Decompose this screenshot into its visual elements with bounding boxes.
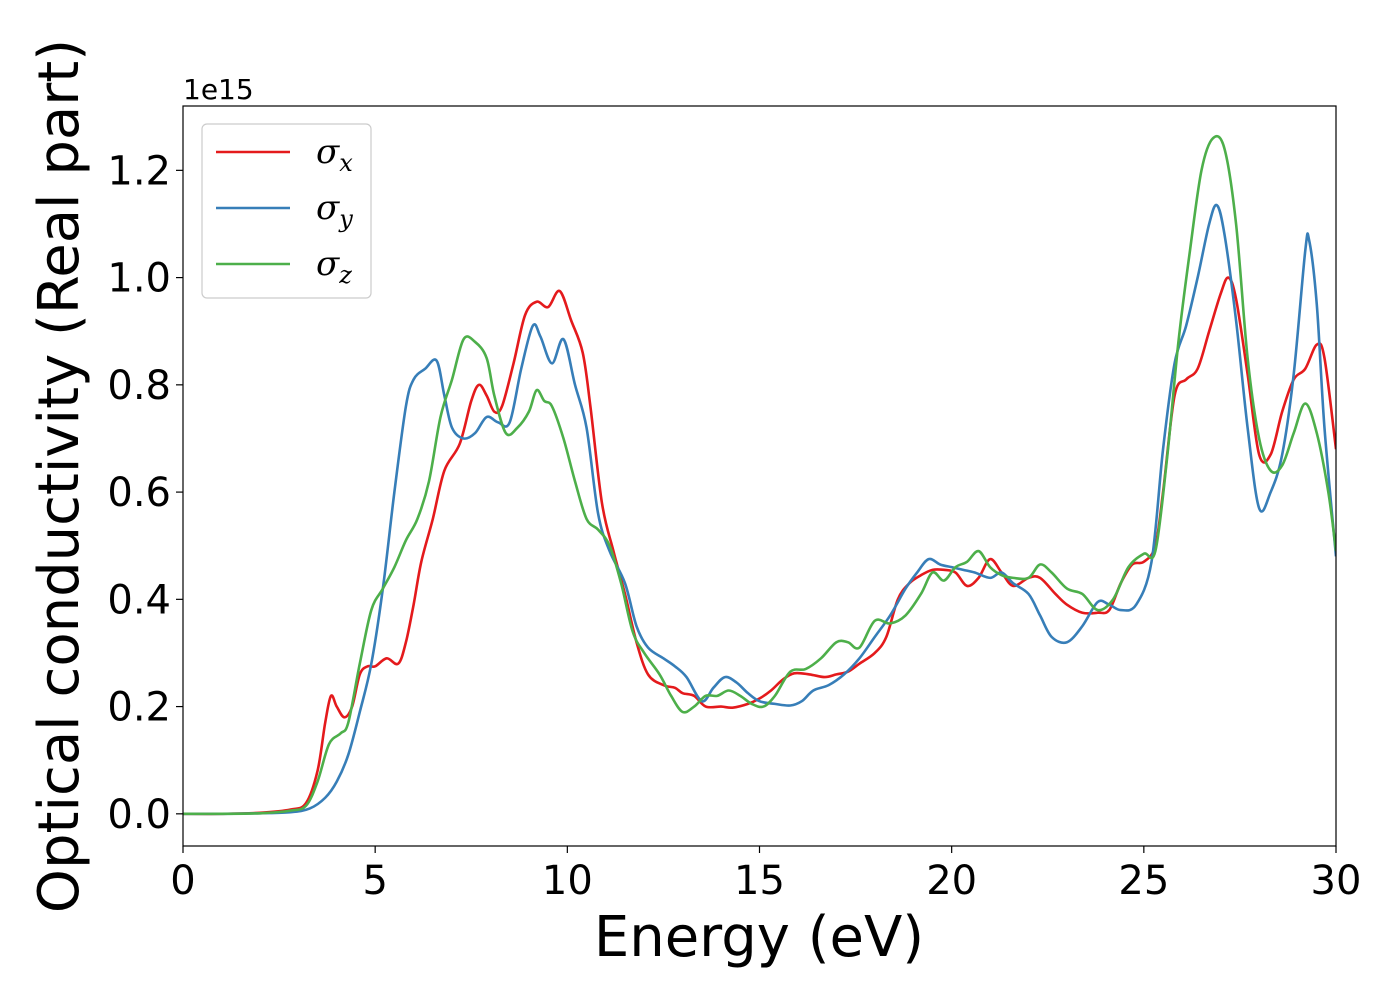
y-tick-label: 0.2 xyxy=(107,685,171,731)
y-offset-label: 1e15 xyxy=(183,73,254,106)
x-axis: 0 5 10 15 20 25 30 xyxy=(170,846,1361,904)
legend-label-z: σz xyxy=(316,244,352,289)
y-tick-label: 0.8 xyxy=(107,363,171,409)
legend-box xyxy=(201,123,372,299)
x-tick-label: 20 xyxy=(926,858,977,904)
legend-label-x: σx xyxy=(316,132,353,177)
series-line-y xyxy=(183,203,1336,816)
y-axis-title: Optical conductivity (Real part) xyxy=(27,39,92,913)
y-axis: 0.0 0.2 0.4 0.6 0.8 1.0 1.2 xyxy=(107,148,183,838)
y-tick-label: 0.4 xyxy=(107,577,171,623)
x-tick-label: 25 xyxy=(1118,858,1169,904)
legend: σx σy σz xyxy=(201,123,372,299)
x-tick-label: 10 xyxy=(542,858,593,904)
x-axis-title: Energy (eV) xyxy=(594,905,924,970)
x-tick-label: 0 xyxy=(170,858,195,904)
series-line-z xyxy=(183,134,1336,816)
x-tick-label: 15 xyxy=(734,858,785,904)
y-tick-label: 1.2 xyxy=(107,148,171,194)
y-tick-label: 0.0 xyxy=(107,792,171,838)
series-layer xyxy=(183,134,1336,816)
x-tick-label: 5 xyxy=(362,858,387,904)
y-tick-label: 1.0 xyxy=(107,256,171,302)
x-tick-label: 30 xyxy=(1311,858,1362,904)
legend-label-y: σy xyxy=(316,188,353,233)
y-tick-label: 0.6 xyxy=(107,470,171,516)
